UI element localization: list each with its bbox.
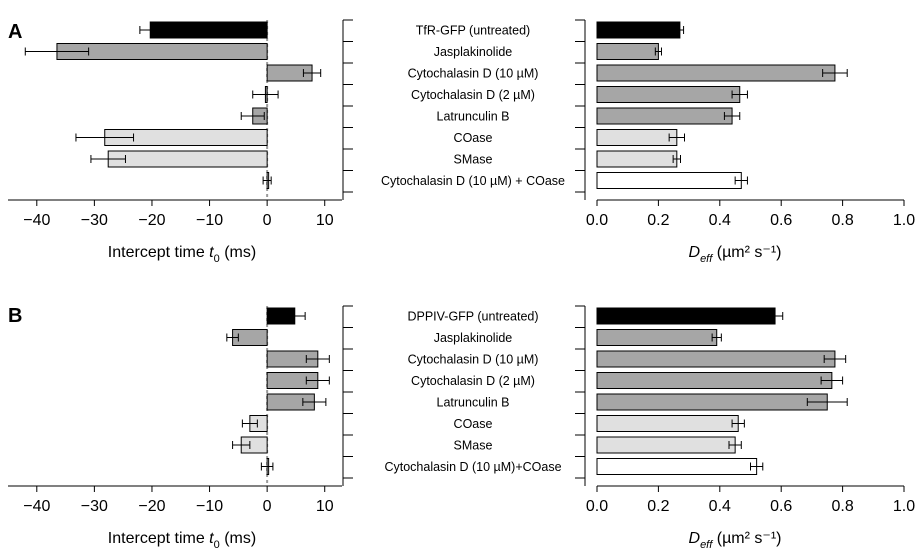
x-tick-label: 0.8 bbox=[831, 498, 853, 515]
x-tick-label: 0.8 bbox=[831, 212, 853, 229]
category-label: Cytochalasin D (10 µM) bbox=[408, 353, 539, 367]
x-tick-label: 10 bbox=[316, 498, 334, 515]
panel-a: A −40 −30 −20 −10 0 10 0.0 0.2 0.4 0.6 0.8 1.0 Interc… bbox=[8, 19, 915, 265]
axis-title-variable: t bbox=[209, 530, 214, 547]
category-label: DPPIV-GFP (untreated) bbox=[407, 310, 538, 324]
axis-title-text: Intercept time bbox=[108, 244, 209, 261]
axis-title-units: (ms) bbox=[220, 244, 256, 261]
category-label: Cytochalasin D (2 µM) bbox=[411, 374, 535, 388]
panel-label: A bbox=[8, 21, 22, 43]
category-label: Cytochalasin D (10 µM) bbox=[408, 67, 539, 81]
left-bar bbox=[149, 21, 268, 39]
axis-title-subscript: eff bbox=[700, 539, 713, 551]
panel-b: B −40 −30 −20 −10 0 10 0.0 0.2 0.4 0.6 0.8 1.0 Interc… bbox=[8, 305, 915, 551]
right-bar bbox=[596, 150, 678, 168]
axis-title-subscript: eff bbox=[700, 253, 713, 265]
right-bar bbox=[596, 350, 836, 368]
x-tick-label: 0 bbox=[263, 498, 272, 515]
right-bar bbox=[596, 129, 678, 146]
x-tick-label: 0.6 bbox=[770, 212, 792, 229]
x-tick-label: 10 bbox=[316, 212, 334, 229]
category-label: SMase bbox=[454, 153, 493, 167]
axis-title-units: (µm² s⁻¹) bbox=[712, 530, 781, 547]
x-tick-label: 0.0 bbox=[586, 212, 608, 229]
category-label: Latrunculin B bbox=[437, 396, 510, 410]
x-tick-label: 0 bbox=[263, 212, 272, 229]
x-tick-label: −40 bbox=[23, 498, 50, 515]
category-label: COase bbox=[454, 131, 493, 145]
category-label: TfR-GFP (untreated) bbox=[416, 24, 530, 38]
category-label: Jasplakinolide bbox=[434, 45, 513, 59]
axis-title-variable: t bbox=[209, 244, 214, 261]
right-bar bbox=[596, 415, 739, 432]
right-bar bbox=[596, 107, 733, 125]
right-bar bbox=[596, 436, 736, 454]
right-bar bbox=[596, 458, 758, 475]
axis-title-variable: D bbox=[689, 530, 701, 547]
x-tick-label: −20 bbox=[138, 212, 165, 229]
x-tick-label: 0.4 bbox=[709, 212, 731, 229]
axis-title-subscript: 0 bbox=[214, 539, 220, 551]
panel-label: B bbox=[8, 305, 22, 327]
right-x-axis-title: Deff (µm² s⁻¹) bbox=[689, 530, 782, 551]
x-tick-label: −10 bbox=[196, 212, 223, 229]
axis-title-text: Intercept time bbox=[108, 530, 209, 547]
category-label: Cytochalasin D (2 µM) bbox=[411, 88, 535, 102]
x-tick-label: 1.0 bbox=[893, 498, 915, 515]
category-label: Latrunculin B bbox=[437, 110, 510, 124]
category-label: Cytochalasin D (10 µM) + COase bbox=[381, 174, 565, 188]
axis-title-variable: D bbox=[689, 244, 701, 261]
right-bar bbox=[596, 172, 742, 189]
left-x-axis-title: Intercept time t0 (ms) bbox=[108, 244, 256, 265]
right-bar bbox=[596, 64, 836, 82]
x-tick-label: 0.2 bbox=[647, 498, 669, 515]
axis-title-units: (µm² s⁻¹) bbox=[712, 244, 781, 261]
right-bar bbox=[596, 372, 833, 389]
x-tick-label: 0.4 bbox=[709, 498, 731, 515]
category-label: Jasplakinolide bbox=[434, 331, 513, 345]
right-bar bbox=[596, 307, 776, 325]
right-x-axis-title: Deff (µm² s⁻¹) bbox=[689, 244, 782, 265]
category-label: SMase bbox=[454, 439, 493, 453]
x-tick-label: 0.6 bbox=[770, 498, 792, 515]
axis-title-subscript: 0 bbox=[214, 253, 220, 265]
right-bar bbox=[596, 43, 659, 60]
category-label: Cytochalasin D (10 µM)+COase bbox=[384, 460, 561, 474]
x-tick-label: 0.0 bbox=[586, 498, 608, 515]
left-bar bbox=[107, 150, 268, 168]
category-label: COase bbox=[454, 417, 493, 431]
x-tick-label: −10 bbox=[196, 498, 223, 515]
x-tick-label: 1.0 bbox=[893, 212, 915, 229]
x-tick-label: −30 bbox=[81, 212, 108, 229]
x-tick-label: −20 bbox=[138, 498, 165, 515]
left-x-axis-title: Intercept time t0 (ms) bbox=[108, 530, 256, 551]
x-tick-label: −40 bbox=[23, 212, 50, 229]
right-bar bbox=[596, 393, 828, 411]
x-tick-label: 0.2 bbox=[647, 212, 669, 229]
right-bar bbox=[596, 86, 741, 103]
x-tick-label: −30 bbox=[81, 498, 108, 515]
right-bar bbox=[596, 21, 681, 39]
axis-title-units: (ms) bbox=[220, 530, 256, 547]
right-bar bbox=[596, 329, 718, 346]
